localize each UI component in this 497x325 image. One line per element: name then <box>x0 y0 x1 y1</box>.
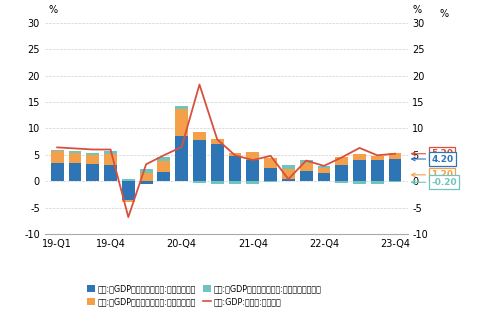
Bar <box>335 181 348 183</box>
Bar <box>335 157 348 165</box>
Bar <box>51 163 64 181</box>
Text: 4.20: 4.20 <box>412 154 453 163</box>
Bar <box>193 181 206 183</box>
Bar <box>318 166 331 168</box>
Bar <box>318 168 331 173</box>
Bar <box>300 171 313 181</box>
Bar <box>282 169 295 178</box>
Bar <box>264 159 277 168</box>
Bar <box>104 151 117 154</box>
Bar <box>300 163 313 171</box>
Bar <box>86 155 99 164</box>
Bar <box>69 153 82 163</box>
Bar <box>175 136 188 181</box>
Bar <box>389 153 402 159</box>
Bar <box>229 181 242 184</box>
Bar <box>158 161 170 172</box>
Bar <box>122 181 135 200</box>
Bar <box>193 132 206 140</box>
Bar <box>247 181 259 184</box>
Bar <box>353 160 366 181</box>
Bar <box>140 181 153 184</box>
Bar <box>122 178 135 181</box>
Bar <box>122 200 135 202</box>
Bar <box>282 178 295 181</box>
Bar <box>264 168 277 181</box>
Bar <box>211 181 224 184</box>
Bar <box>300 160 313 163</box>
Bar <box>51 150 64 151</box>
Bar <box>69 150 82 153</box>
Bar <box>282 165 295 169</box>
Bar <box>175 109 188 136</box>
Bar <box>353 181 366 184</box>
Text: 5.20: 5.20 <box>412 149 453 158</box>
Bar <box>193 140 206 181</box>
Bar <box>51 151 64 163</box>
Bar <box>371 181 384 184</box>
Bar <box>264 181 277 182</box>
Bar <box>371 156 384 160</box>
Text: -0.20: -0.20 <box>412 178 457 187</box>
Text: 1.20: 1.20 <box>412 170 453 179</box>
Text: %: % <box>413 5 422 15</box>
Bar <box>158 157 170 161</box>
Bar <box>247 152 259 160</box>
Bar <box>389 181 402 182</box>
Bar <box>211 139 224 144</box>
Bar <box>229 156 242 181</box>
Bar <box>318 173 331 181</box>
Text: %: % <box>439 8 448 19</box>
Bar <box>69 163 82 181</box>
Bar <box>371 160 384 181</box>
Bar <box>229 153 242 156</box>
Bar <box>158 172 170 181</box>
Bar <box>211 144 224 181</box>
Bar <box>104 165 117 181</box>
Bar <box>175 106 188 109</box>
Bar <box>389 159 402 181</box>
Text: %: % <box>48 5 58 15</box>
Bar <box>86 164 99 181</box>
Legend: 中国:对GDP当季同比的拉动:最终消费支出, 中国:对GDP当季同比的拉动:资本形成总额, 中国:对GDP当季同比的拉动:货物和服务净出口, 中国:GDP:不变: 中国:对GDP当季同比的拉动:最终消费支出, 中国:对GDP当季同比的拉动:资本… <box>87 284 322 306</box>
Bar <box>86 153 99 155</box>
Bar <box>140 169 153 173</box>
Bar <box>353 154 366 160</box>
Bar <box>104 154 117 165</box>
Bar <box>140 173 153 181</box>
Bar <box>247 160 259 181</box>
Bar <box>335 165 348 181</box>
